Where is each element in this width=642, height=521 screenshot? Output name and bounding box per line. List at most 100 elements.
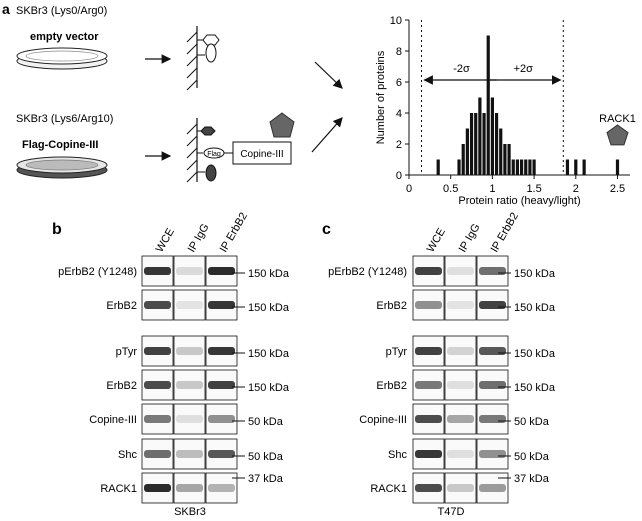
- x-tick-label: 1.5: [526, 183, 541, 195]
- histogram-bar: [486, 35, 490, 175]
- ratio-histogram: 0 2 4 6 8 10 0 0.5 1 1.5 2 2.5 -2σ +2σ Protein ratio (…: [375, 15, 636, 207]
- blot-row-label: pErbB2 (Y1248): [328, 266, 407, 278]
- marker-label: 150 kDa: [248, 302, 290, 314]
- histogram-bar: [494, 113, 499, 175]
- histogram-bar: [511, 159, 515, 175]
- x-tick-label: 0: [406, 183, 412, 195]
- top-culture-dish: [16, 47, 108, 70]
- histogram-bar: [615, 159, 620, 175]
- marker-label: 37 kDa: [248, 473, 284, 485]
- marker-label: 50 kDa: [248, 416, 284, 428]
- blot-row-label: Shc: [118, 449, 137, 461]
- rack1-pentagon-icon: [606, 124, 629, 146]
- histogram-bar: [565, 159, 570, 175]
- marker-label: 150 kDa: [248, 382, 290, 394]
- histogram-bar: [474, 113, 478, 175]
- cell-line-label: SKBr3: [174, 506, 206, 518]
- blot-band: [447, 267, 474, 275]
- bottom-culture-dish: [16, 156, 108, 179]
- bottom-condition-label: SKBr3 (Lys6/Arg10): [16, 113, 113, 125]
- blot-band: [415, 347, 442, 355]
- blot-band: [479, 484, 506, 492]
- oval-protein-icon: [205, 43, 217, 63]
- panel-c-letter: c: [322, 221, 331, 238]
- histogram-bar: [469, 113, 474, 175]
- blot-band: [176, 381, 203, 389]
- blot-row-label: Copine-III: [89, 414, 137, 426]
- flag-tag-label: Flag: [207, 151, 221, 158]
- blot-band: [176, 267, 203, 275]
- blot-band: [479, 267, 506, 275]
- blot-band: [208, 381, 235, 389]
- blot-band: [447, 347, 474, 355]
- blot-band: [144, 267, 171, 275]
- marker-label: 50 kDa: [248, 451, 284, 463]
- marker-label: 150 kDa: [248, 268, 290, 280]
- blot-band: [176, 484, 203, 492]
- minus-sigma-label: -2σ: [453, 63, 470, 75]
- top-condition-label: SKBr3 (Lys0/Arg0): [16, 5, 107, 17]
- lane-header: IP IgG: [457, 222, 483, 255]
- plus-sigma-label: +2σ: [514, 63, 534, 75]
- y-tick-label: 4: [396, 108, 402, 120]
- blot-row-label: pErbB2 (Y1248): [58, 266, 137, 278]
- blot-band: [415, 267, 442, 275]
- marker-label: 50 kDa: [514, 416, 550, 428]
- blot-band: [208, 267, 235, 275]
- copine-box-label: Copine-III: [240, 149, 283, 160]
- blot-band: [208, 450, 235, 458]
- merge-arrow-bottom: [311, 117, 343, 153]
- blot-band: [447, 484, 474, 492]
- cell-line-label: T47D: [438, 506, 465, 518]
- histogram-bar: [524, 159, 528, 175]
- bottom-bead-schematic: Flag Copine-III: [186, 112, 295, 183]
- y-tick-label: 10: [390, 15, 402, 27]
- blot-row-label: ErbB2: [376, 380, 407, 392]
- histogram-bar: [507, 144, 511, 175]
- blot-band: [479, 301, 506, 309]
- y-axis-label: Number of proteins: [375, 50, 387, 144]
- y-tick-label: 8: [396, 46, 402, 58]
- blot-row-label: pTyr: [386, 346, 408, 358]
- blot-row-label: RACK1: [370, 483, 407, 495]
- lane-header: IP ErbB2: [489, 211, 521, 255]
- x-tick-label: 1: [489, 183, 495, 195]
- blot-band: [479, 347, 506, 355]
- histogram-bar: [503, 144, 507, 175]
- histogram-bar: [461, 144, 465, 175]
- marker-label: 150 kDa: [248, 348, 290, 360]
- blot-band: [144, 484, 171, 492]
- merge-arrow-top: [314, 61, 343, 89]
- blot-band: [415, 484, 442, 492]
- marker-label: 150 kDa: [514, 382, 556, 394]
- blot-row-label: pTyr: [116, 346, 138, 358]
- blot-band: [144, 381, 171, 389]
- histogram-bar: [582, 159, 586, 175]
- blot-band: [479, 450, 506, 458]
- blot-band: [208, 301, 235, 309]
- panel-b-letter: b: [52, 221, 62, 238]
- histogram-bar: [490, 97, 494, 175]
- lane-header: WCE: [425, 226, 448, 254]
- panel-c-blots: WCE IP IgG IP ErbB2 pErbB2 (Y1248) 150 kDa Er…: [328, 211, 556, 518]
- dark-oval-icon: [205, 164, 217, 182]
- y-tick-label: 6: [396, 77, 402, 89]
- blot-band: [447, 301, 474, 309]
- lane-header: IP ErbB2: [218, 211, 250, 255]
- y-tick-label: 2: [396, 139, 402, 151]
- blot-band: [415, 301, 442, 309]
- blot-band: [208, 484, 235, 492]
- histogram-bar: [499, 128, 503, 175]
- blot-row-label: ErbB2: [106, 300, 137, 312]
- blot-band: [447, 450, 474, 458]
- blot-band: [144, 450, 171, 458]
- blot-band: [415, 415, 442, 423]
- marker-label: 150 kDa: [514, 268, 556, 280]
- x-axis-label: Protein ratio (heavy/light): [458, 195, 580, 207]
- lane-header: IP IgG: [186, 222, 212, 255]
- histogram-bar: [482, 113, 486, 175]
- blot-row-label: ErbB2: [376, 300, 407, 312]
- top-dish-label: empty vector: [30, 31, 99, 43]
- blot-band: [176, 301, 203, 309]
- y-tick-label: 0: [396, 170, 402, 182]
